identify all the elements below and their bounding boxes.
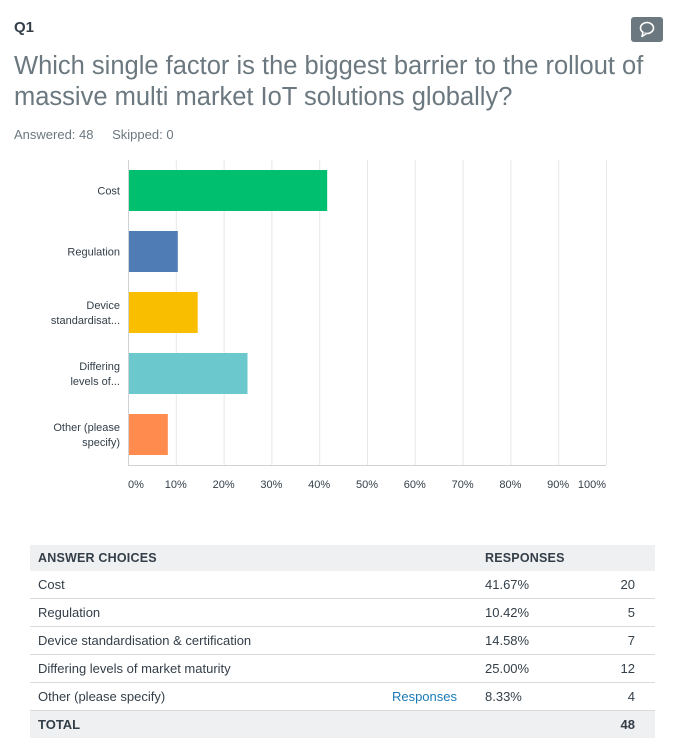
- response-percent: 14.58%: [477, 626, 576, 655]
- empty-cell: [383, 598, 477, 627]
- x-tick-label: 20%: [213, 479, 235, 491]
- bar: [129, 414, 168, 455]
- answer-choice-label: Other (please specify): [30, 682, 383, 711]
- question-title: Which single factor is the biggest barri…: [14, 52, 644, 111]
- responses-table: ANSWER CHOICES RESPONSES Cost 41.67% 20 Reg…: [30, 545, 655, 738]
- response-count: 4: [575, 682, 655, 711]
- empty-cell: [383, 571, 477, 599]
- x-tick-label: 50%: [356, 479, 378, 491]
- table-row: Device standardisation & certification 14…: [30, 626, 655, 655]
- answer-choice-label: Device standardisation & certification: [30, 626, 383, 655]
- response-count: 7: [575, 626, 655, 655]
- response-count: 5: [575, 598, 655, 627]
- x-tick-label: 80%: [499, 479, 521, 491]
- header-spacer: [383, 545, 477, 571]
- answer-choice-label: Cost: [30, 571, 383, 599]
- x-tick-label: 100%: [578, 479, 606, 491]
- answer-choice-label: Regulation: [30, 598, 383, 627]
- x-tick-label: 0%: [128, 479, 144, 491]
- bar: [129, 353, 248, 394]
- responses-link[interactable]: Responses: [383, 682, 477, 711]
- table-row: Regulation 10.42% 5: [30, 598, 655, 627]
- question-number: Q1: [14, 19, 35, 36]
- response-count: 20: [575, 571, 655, 599]
- header-answer-choices: ANSWER CHOICES: [30, 545, 383, 571]
- bar-chart: 0% 10% 20% 30% 40% 50% 60% 70% 80% 90% 100% Cost Reg…: [51, 160, 607, 491]
- total-label: TOTAL: [30, 710, 383, 738]
- x-tick-label: 40%: [308, 479, 330, 491]
- x-tick-label: 10%: [165, 479, 187, 491]
- answered-count: Answered: 48: [14, 127, 94, 142]
- empty-cell: [477, 710, 576, 738]
- comment-button[interactable]: [631, 17, 663, 42]
- skipped-count: Skipped: 0: [112, 127, 174, 142]
- category-label: Cost: [97, 186, 120, 198]
- empty-cell: [383, 654, 477, 683]
- response-count: 12: [575, 654, 655, 683]
- category-label: Other (please specify): [53, 422, 120, 449]
- response-percent: 10.42%: [477, 598, 576, 627]
- header-responses: RESPONSES: [477, 545, 655, 571]
- total-count: 48: [575, 710, 655, 738]
- category-label: Regulation: [67, 247, 120, 259]
- table-row: Other (please specify) Responses 8.33% 4: [30, 682, 655, 711]
- table-header-row: ANSWER CHOICES RESPONSES: [30, 545, 655, 571]
- bar: [129, 292, 198, 333]
- empty-cell: [383, 710, 477, 738]
- answer-choice-label: Differing levels of market maturity: [30, 654, 383, 683]
- table-row: Differing levels of market maturity 25.00…: [30, 654, 655, 683]
- x-tick-label: 30%: [260, 479, 282, 491]
- x-tick-label: 60%: [404, 479, 426, 491]
- bar: [129, 170, 328, 211]
- total-row: TOTAL 48: [30, 710, 655, 738]
- response-percent: 8.33%: [477, 682, 576, 711]
- response-percent: 41.67%: [477, 571, 576, 599]
- category-label: Device standardisat...: [51, 300, 120, 327]
- response-percent: 25.00%: [477, 654, 576, 683]
- x-tick-label: 90%: [547, 479, 569, 491]
- response-stats: Answered: 48 Skipped: 0: [14, 127, 189, 142]
- table-row: Cost 41.67% 20: [30, 571, 655, 599]
- category-label: Differing levels of...: [70, 361, 120, 388]
- speech-bubble-icon: [639, 21, 655, 38]
- empty-cell: [383, 626, 477, 655]
- x-tick-label: 70%: [452, 479, 474, 491]
- bar: [129, 231, 178, 272]
